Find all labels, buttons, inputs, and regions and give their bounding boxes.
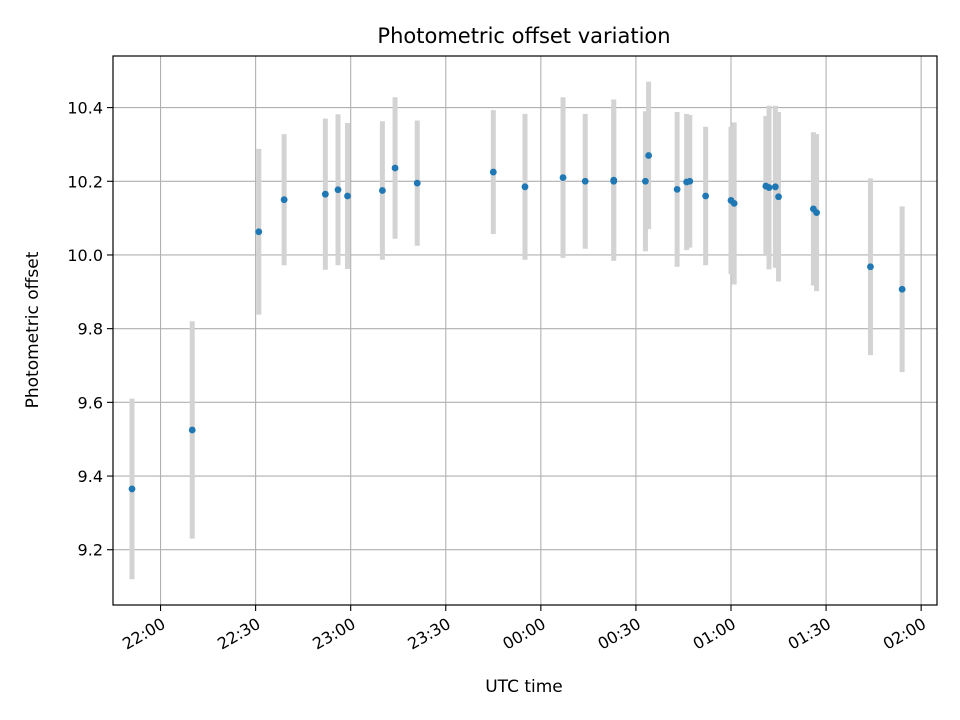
data-point [255,228,263,236]
plot-frame [112,55,938,606]
data-point [686,177,694,185]
y-tick-label: 9.2 [78,541,103,560]
data-point [334,186,342,194]
error-bars [129,81,905,580]
y-tick-label: 10.4 [67,99,103,118]
data-point [128,485,136,493]
data-point [867,263,874,271]
x-tick-label: 23:00 [309,614,358,654]
data-points [128,152,906,493]
data-point [581,177,589,185]
y-axis-ticks: 9.2 9.4 9.6 9.8 10.0 10.2 10.4 [67,99,113,560]
data-point [702,192,710,200]
y-axis-label: Photometric offset [23,251,43,408]
data-point [321,190,329,198]
x-tick-label: 01:30 [785,614,834,654]
x-axis-ticks: 22:00 22:30 23:00 23:30 00:00 00:30 01:00 01:30… [119,605,929,654]
data-point [673,185,681,193]
x-tick-label: 22:30 [214,614,263,654]
x-tick-label: 01:00 [690,614,739,654]
data-point [898,285,906,293]
y-tick-label: 9.8 [78,320,103,339]
data-point [765,184,773,191]
data-point [280,196,288,204]
y-tick-label: 9.4 [78,467,103,486]
y-tick-label: 10.0 [67,246,103,265]
data-point [391,164,399,172]
chart-title: Photometric offset variation [377,24,670,48]
data-point [642,177,649,185]
x-tick-label: 22:00 [119,614,168,654]
data-point [813,209,820,216]
data-point [489,168,497,176]
x-tick-label: 00:00 [499,614,548,654]
data-point [344,192,351,200]
x-axis-label: UTC time [485,677,563,697]
data-point [559,174,567,181]
x-tick-label: 02:00 [880,614,929,654]
data-point [188,426,196,434]
data-point [771,183,779,191]
data-point [775,193,782,201]
data-point [645,152,652,159]
x-tick-label: 23:30 [404,614,453,654]
data-point [730,199,738,207]
x-tick-label: 00:30 [594,614,643,654]
data-point [521,183,529,191]
data-point [610,177,618,185]
y-tick-label: 9.6 [78,393,103,412]
y-tick-label: 10.2 [67,172,103,191]
data-point [378,187,386,194]
data-point [413,179,421,187]
